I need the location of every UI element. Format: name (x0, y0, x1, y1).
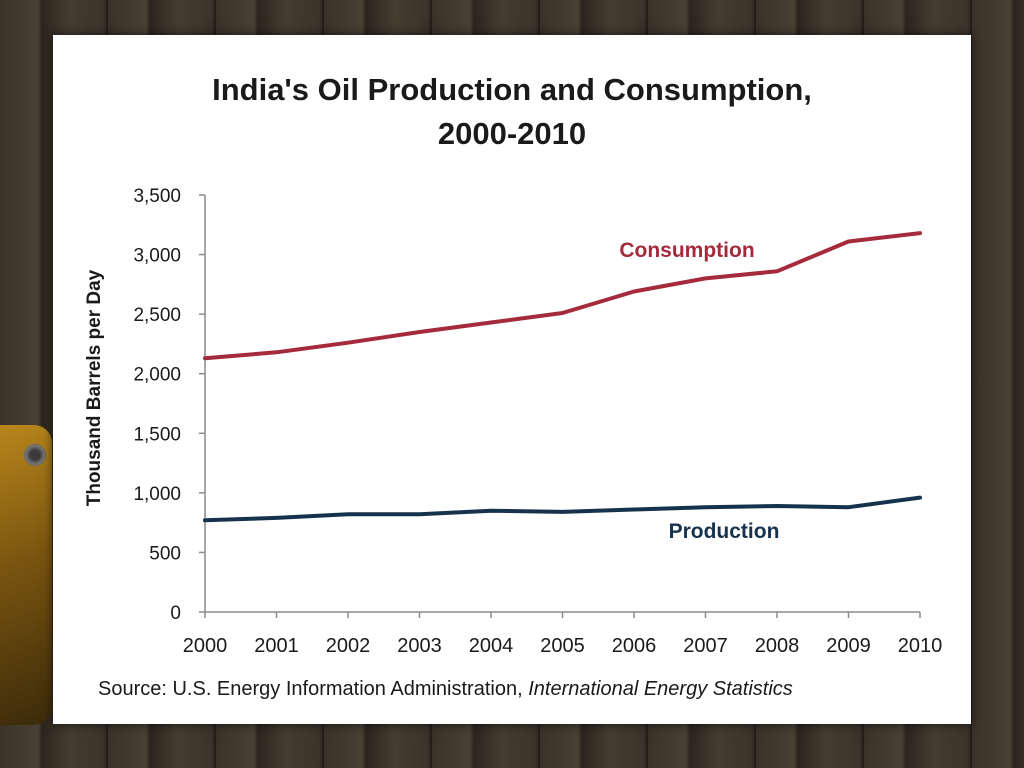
x-tick-label: 2000 (183, 635, 228, 657)
y-tick-label: 2,500 (133, 305, 181, 326)
production-series-line (203, 495, 922, 523)
y-tick-label: 3,500 (133, 186, 181, 207)
x-tick-label: 2005 (540, 635, 585, 657)
x-tick-label: 2004 (469, 635, 514, 657)
y-tick-label: 0 (170, 603, 181, 624)
x-tick-label: 2007 (683, 635, 728, 657)
slide-panel (53, 35, 971, 724)
source-title: International Energy Statistics (528, 678, 793, 700)
y-tick-label: 1,000 (133, 484, 181, 505)
y-tick-label: 2,000 (133, 365, 181, 386)
consumption-series-label: Consumption (619, 239, 754, 262)
x-tick-label: 2003 (397, 635, 442, 657)
x-tick-label: 2002 (326, 635, 371, 657)
background-tool (0, 425, 52, 725)
bolt-icon (24, 444, 46, 466)
chart-title-line-2: 2000-2010 (437, 116, 587, 151)
consumption-series-line (203, 231, 922, 361)
y-tick-label: 500 (149, 543, 181, 564)
x-tick-label: 2008 (755, 635, 800, 657)
production-series-label: Production (669, 520, 780, 543)
y-tick-label: 1,500 (133, 424, 181, 445)
x-tick-label: 2010 (898, 635, 943, 657)
chart-title-line-1: India's Oil Production and Consumption, (212, 72, 812, 107)
source-note: Source: U.S. Energy Information Administ… (98, 678, 793, 701)
chart-title: India's Oil Production and Consumption, … (0, 68, 1024, 156)
source-prefix: Source: U.S. Energy Information Administ… (98, 678, 529, 700)
x-tick-label: 2001 (254, 635, 299, 657)
x-tick-label: 2006 (612, 635, 657, 657)
y-axis-label: Thousand Barrels per Day (84, 269, 105, 506)
x-tick-label: 2009 (826, 635, 871, 657)
y-tick-label: 3,000 (133, 246, 181, 267)
